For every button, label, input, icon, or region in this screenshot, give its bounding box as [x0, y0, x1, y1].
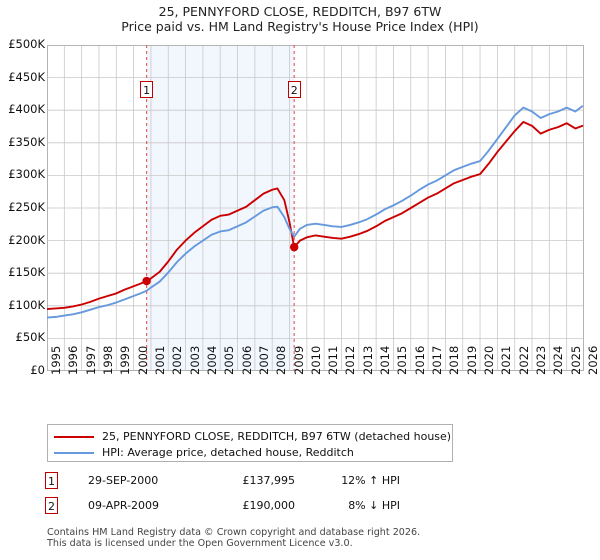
x-axis-tick-label: 2026 — [586, 345, 600, 375]
chart-legend: 25, PENNYFORD CLOSE, REDDITCH, B97 6TW (… — [47, 424, 453, 462]
y-axis-tick-label: £200K — [8, 232, 45, 247]
title-block: 25, PENNYFORD CLOSE, REDDITCH, B97 6TW P… — [0, 0, 600, 35]
sales-annotation-table: 1 29-SEP-2000 £137,995 12% ↑ HPI 2 09-AP… — [45, 470, 465, 520]
y-axis-tick-label: £500K — [8, 37, 45, 51]
legend-label-hpi: HPI: Average price, detached house, Redd… — [102, 446, 354, 459]
row-hpi-delta-2: 8% ↓ HPI — [348, 499, 400, 512]
row-hpi-delta-1: 12% ↑ HPI — [341, 474, 400, 487]
sale-marker-badge-2[interactable]: 2 — [287, 81, 301, 98]
y-axis-tick-label: £50K — [15, 330, 46, 345]
y-axis-tick-label: £0 — [30, 363, 45, 377]
y-axis-tick-label: £400K — [8, 102, 45, 117]
row-badge-1: 1 — [45, 472, 58, 489]
footer-line-2: This data is licensed under the Open Gov… — [47, 538, 353, 549]
row-date-2: 09-APR-2009 — [88, 499, 160, 512]
y-axis-tick-label: £350K — [8, 134, 45, 149]
table-row[interactable]: 2 09-APR-2009 £190,000 8% ↓ HPI — [45, 495, 465, 520]
legend-label-price-paid: 25, PENNYFORD CLOSE, REDDITCH, B97 6TW (… — [102, 430, 452, 443]
chart-svg — [47, 45, 584, 371]
page-title: 25, PENNYFORD CLOSE, REDDITCH, B97 6TW — [158, 4, 442, 19]
legend-item-price-paid: 25, PENNYFORD CLOSE, REDDITCH, B97 6TW (… — [54, 429, 451, 444]
row-price-2: £190,000 — [242, 499, 296, 512]
legend-color-swatch-blue — [54, 451, 94, 454]
y-axis-tick-label: £150K — [8, 265, 45, 280]
y-axis-tick-label: £300K — [8, 167, 45, 182]
sale-marker-badge-1[interactable]: 1 — [140, 81, 154, 98]
row-badge-2: 2 — [45, 497, 58, 514]
y-axis-tick-label: £250K — [8, 200, 45, 214]
y-axis-tick-label: £100K — [8, 297, 45, 312]
y-axis: £0 £50K £100K £150K £200K £250K £300K £350K £400… — [0, 0, 45, 420]
table-row[interactable]: 1 29-SEP-2000 £137,995 12% ↑ HPI — [45, 470, 465, 495]
legend-color-swatch-red — [54, 435, 94, 438]
y-axis-tick-label: £450K — [8, 69, 45, 84]
page-subtitle: Price paid vs. HM Land Registry's House … — [121, 19, 479, 34]
row-date-1: 29-SEP-2000 — [88, 474, 159, 487]
footer-line-1: Contains HM Land Registry data © Crown c… — [47, 527, 421, 538]
footer-attribution: Contains HM Land Registry data © Crown c… — [47, 527, 587, 549]
legend-item-hpi: HPI: Average price, detached house, Redd… — [54, 445, 446, 460]
chart-plot-area — [47, 45, 584, 371]
row-price-1: £137,995 — [242, 474, 296, 487]
